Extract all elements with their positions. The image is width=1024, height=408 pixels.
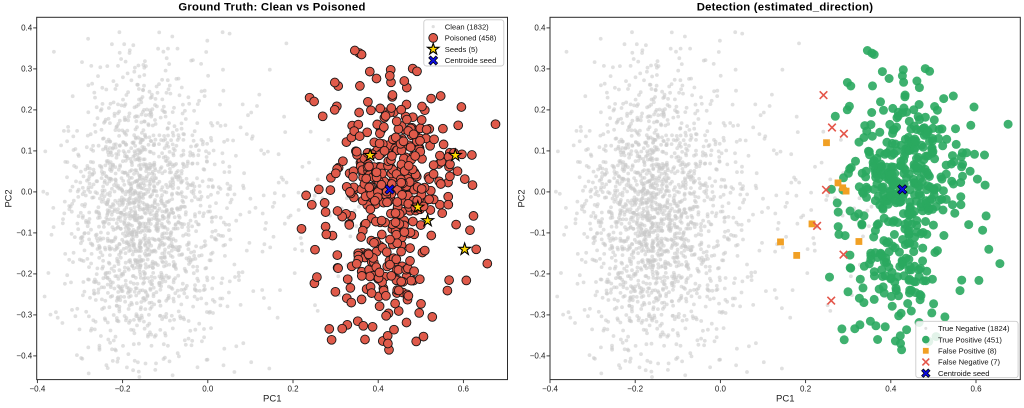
svg-text:−0.3: −0.3 <box>16 311 32 320</box>
svg-text:−0.2: −0.2 <box>115 385 131 394</box>
svg-text:True Negative (1824): True Negative (1824) <box>938 324 1010 333</box>
svg-text:−0.4: −0.4 <box>542 385 558 394</box>
svg-text:0.4: 0.4 <box>885 385 897 394</box>
svg-text:False Positive (8): False Positive (8) <box>938 347 997 356</box>
svg-text:0.2: 0.2 <box>534 106 546 115</box>
svg-text:Centroide seed: Centroide seed <box>445 56 497 65</box>
svg-text:Centroide seed: Centroide seed <box>938 369 990 378</box>
svg-text:0.2: 0.2 <box>800 385 812 394</box>
svg-text:−0.3: −0.3 <box>530 311 546 320</box>
svg-text:0.4: 0.4 <box>21 24 33 33</box>
svg-text:0.1: 0.1 <box>534 147 546 156</box>
svg-text:Ground Truth: Clean vs Poisone: Ground Truth: Clean vs Poisoned <box>178 1 365 13</box>
svg-text:0.0: 0.0 <box>534 188 546 197</box>
svg-text:PC2: PC2 <box>516 189 526 207</box>
svg-text:PC1: PC1 <box>263 394 281 405</box>
svg-text:Seeds (5): Seeds (5) <box>445 45 478 54</box>
svg-text:True Positive (451): True Positive (451) <box>938 335 1002 344</box>
svg-text:0.2: 0.2 <box>21 106 33 115</box>
svg-text:0.6: 0.6 <box>458 385 470 394</box>
svg-text:−0.2: −0.2 <box>627 385 643 394</box>
svg-text:0.4: 0.4 <box>534 24 546 33</box>
svg-text:−0.4: −0.4 <box>16 352 32 361</box>
svg-text:−0.2: −0.2 <box>530 270 546 279</box>
svg-text:PC2: PC2 <box>4 189 14 207</box>
svg-text:−0.1: −0.1 <box>16 229 32 238</box>
svg-text:0.0: 0.0 <box>21 188 33 197</box>
svg-text:False Negative (7): False Negative (7) <box>938 358 1001 367</box>
svg-text:0.1: 0.1 <box>21 147 33 156</box>
svg-text:0.0: 0.0 <box>202 385 214 394</box>
svg-text:−0.4: −0.4 <box>530 352 546 361</box>
svg-text:0.3: 0.3 <box>534 65 546 74</box>
svg-text:−0.1: −0.1 <box>530 229 546 238</box>
svg-text:Clean (1832): Clean (1832) <box>445 22 489 31</box>
svg-text:Poisoned (458): Poisoned (458) <box>445 34 497 43</box>
svg-text:−0.4: −0.4 <box>30 385 46 394</box>
svg-text:PC1: PC1 <box>776 394 794 405</box>
svg-text:0.2: 0.2 <box>287 385 299 394</box>
svg-text:0.3: 0.3 <box>21 65 33 74</box>
svg-text:0.0: 0.0 <box>715 385 727 394</box>
svg-text:0.4: 0.4 <box>373 385 385 394</box>
svg-text:0.6: 0.6 <box>970 385 982 394</box>
svg-text:Detection (estimated_direction: Detection (estimated_direction) <box>697 1 874 13</box>
svg-text:−0.2: −0.2 <box>16 270 32 279</box>
